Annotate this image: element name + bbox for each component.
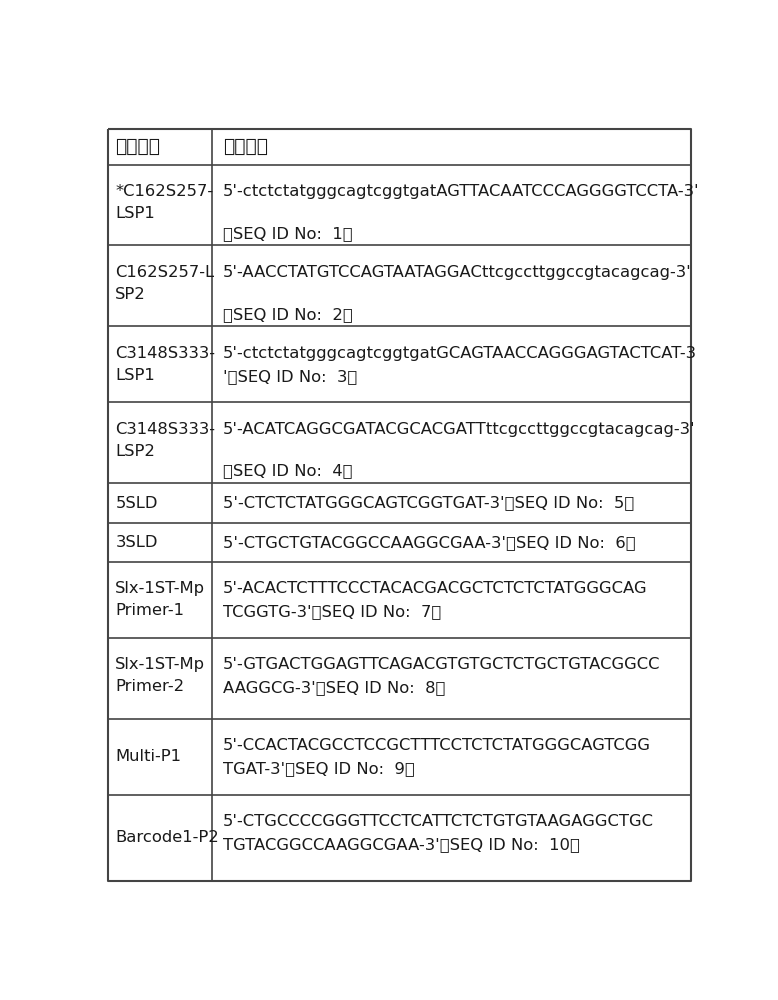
Text: 5'-ctctctatgggcagtcggtgatGCAGTAACCAGGGAGTACTCAT-3: 5'-ctctctatgggcagtcggtgatGCAGTAACCAGGGAG…: [223, 346, 697, 361]
Text: C3148S333-: C3148S333-: [115, 422, 216, 437]
Text: 5'-AACCTATGTCCAGTAATAGGACttcgccttggccgtacagcag-3': 5'-AACCTATGTCCAGTAATAGGACttcgccttggccgta…: [223, 265, 692, 280]
Text: '（SEQ ID No:  3）: '（SEQ ID No: 3）: [223, 369, 357, 384]
Text: LSP2: LSP2: [115, 444, 156, 459]
Text: Slx-1ST-Mp: Slx-1ST-Mp: [115, 581, 205, 596]
Text: LSP1: LSP1: [115, 206, 155, 221]
Text: Primer-1: Primer-1: [115, 603, 184, 618]
Text: 5'-ACATCAGGCGATACGCACGATTttcgccttggccgtacagcag-3': 5'-ACATCAGGCGATACGCACGATTttcgccttggccgta…: [223, 422, 696, 437]
Text: 5'-CTGCCCCGGGTTCCTCATTCTCTGTGTAAGAGGCTGC: 5'-CTGCCCCGGGTTCCTCATTCTCTGTGTAAGAGGCTGC: [223, 814, 654, 829]
Text: SP2: SP2: [115, 287, 146, 302]
Text: 引物名称: 引物名称: [115, 137, 160, 156]
Text: 引物序列: 引物序列: [223, 137, 268, 156]
Text: Barcode1-P2: Barcode1-P2: [115, 830, 219, 845]
Text: AAGGCG-3'（SEQ ID No:  8）: AAGGCG-3'（SEQ ID No: 8）: [223, 680, 445, 695]
Text: Slx-1ST-Mp: Slx-1ST-Mp: [115, 657, 205, 672]
Text: 3SLD: 3SLD: [115, 535, 158, 550]
Text: 5'-GTGACTGGAGTTCAGACGTGTGCTCTGCTGTACGGCC: 5'-GTGACTGGAGTTCAGACGTGTGCTCTGCTGTACGGCC: [223, 657, 661, 672]
Text: 5'-ctctctatgggcagtcggtgatAGTTACAATCCCAGGGGTCCTA-3': 5'-ctctctatgggcagtcggtgatAGTTACAATCCCAGG…: [223, 184, 699, 199]
Text: Multi-P1: Multi-P1: [115, 749, 181, 764]
Text: 5SLD: 5SLD: [115, 496, 158, 511]
Text: （SEQ ID No:  2）: （SEQ ID No: 2）: [223, 307, 352, 322]
Text: （SEQ ID No:  4）: （SEQ ID No: 4）: [223, 464, 352, 479]
Text: Primer-2: Primer-2: [115, 679, 184, 694]
Text: TCGGTG-3'（SEQ ID No:  7）: TCGGTG-3'（SEQ ID No: 7）: [223, 604, 441, 619]
Text: 5'-CTCTCTATGGGCAGTCGGTGAT-3'（SEQ ID No:  5）: 5'-CTCTCTATGGGCAGTCGGTGAT-3'（SEQ ID No: …: [223, 496, 634, 511]
Text: 5'-CCACTACGCCTCCGCTTTCCTCTCTATGGGCAGTCGG: 5'-CCACTACGCCTCCGCTTTCCTCTCTATGGGCAGTCGG: [223, 738, 650, 753]
Text: TGTACGGCCAAGGCGAA-3'（SEQ ID No:  10）: TGTACGGCCAAGGCGAA-3'（SEQ ID No: 10）: [223, 837, 580, 852]
Text: C162S257-L: C162S257-L: [115, 265, 215, 280]
Text: TGAT-3'（SEQ ID No:  9）: TGAT-3'（SEQ ID No: 9）: [223, 761, 415, 776]
Text: 5'-ACACTCTTTCCCTACACGACGCTCTCTCTATGGGCAG: 5'-ACACTCTTTCCCTACACGACGCTCTCTCTATGGGCAG: [223, 581, 647, 596]
Text: *C162S257-: *C162S257-: [115, 184, 213, 199]
Text: （SEQ ID No:  1）: （SEQ ID No: 1）: [223, 226, 352, 241]
Text: C3148S333-: C3148S333-: [115, 346, 216, 361]
Text: 5'-CTGCTGTACGGCCAAGGCGAA-3'（SEQ ID No:  6）: 5'-CTGCTGTACGGCCAAGGCGAA-3'（SEQ ID No: 6…: [223, 535, 636, 550]
Text: LSP1: LSP1: [115, 368, 155, 383]
